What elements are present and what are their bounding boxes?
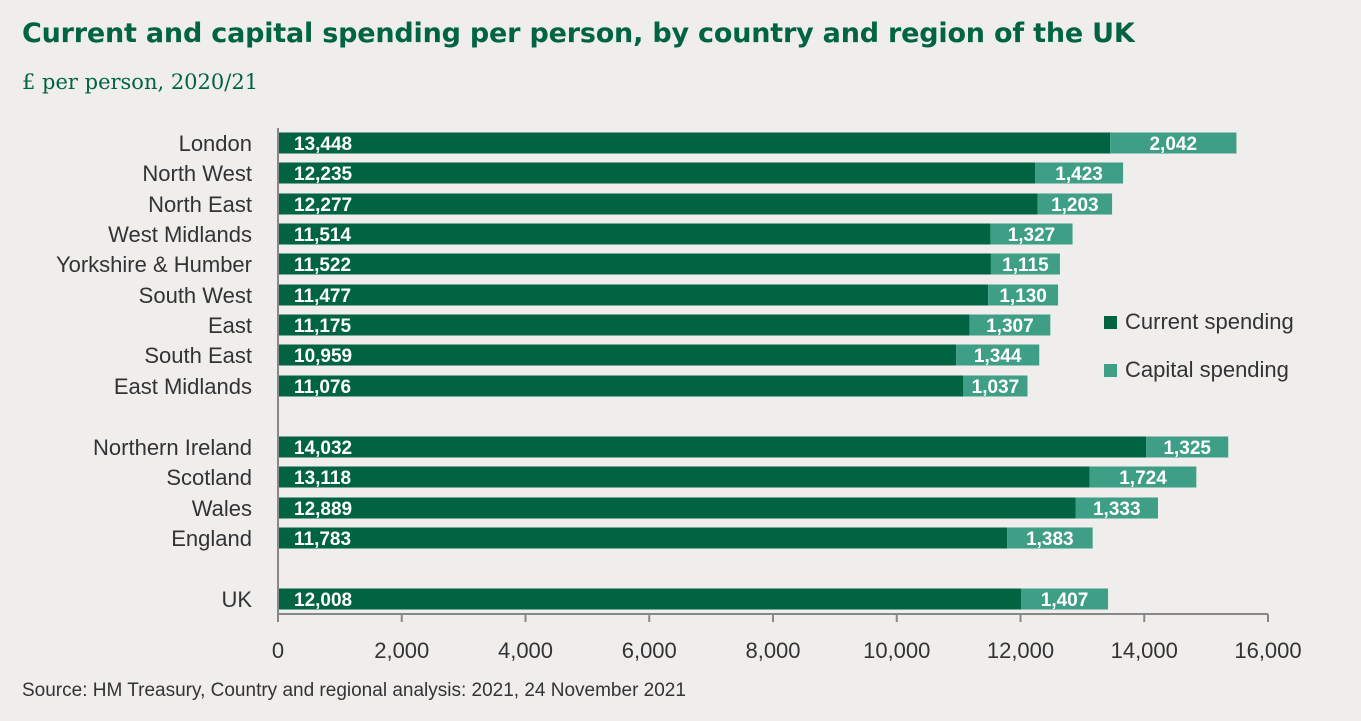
x-tick-label-12000: 12,000	[987, 638, 1054, 663]
bar-current-south-east	[278, 344, 957, 366]
bar-current-england	[278, 527, 1008, 549]
bar-capital-north-east	[1037, 193, 1113, 215]
data-label-capital-north-east: 1,203	[1051, 195, 1099, 216]
data-label-capital-east: 1,307	[986, 316, 1034, 337]
data-label-current-east: 11,175	[294, 316, 351, 337]
bar-capital-wales	[1075, 497, 1158, 519]
bar-capital-south-east	[956, 344, 1040, 366]
legend-swatch-capital	[1104, 363, 1117, 377]
bar-current-northern-ireland	[278, 436, 1147, 458]
category-label-wales: Wales	[192, 496, 252, 521]
legend-label-current: Current spending	[1125, 309, 1294, 334]
data-label-current-west-midlands: 11,514	[294, 225, 351, 246]
data-label-current-uk: 12,008	[294, 590, 352, 611]
data-label-capital-scotland: 1,724	[1119, 468, 1167, 489]
data-label-capital-west-midlands: 1,327	[1008, 225, 1056, 246]
bar-current-west-midlands	[278, 223, 991, 245]
x-tick-label-8000: 8,000	[745, 638, 800, 663]
bar-capital-north-west	[1035, 162, 1124, 184]
category-label-east-midlands: East Midlands	[114, 374, 252, 399]
data-label-current-wales: 12,889	[294, 499, 352, 520]
data-label-capital-england: 1,383	[1026, 529, 1074, 550]
bar-current-north-east	[278, 193, 1038, 215]
bar-current-east	[278, 314, 970, 336]
data-label-capital-uk: 1,407	[1041, 590, 1089, 611]
bar-current-scotland	[278, 466, 1090, 488]
bar-capital-south-west	[988, 284, 1059, 306]
bar-current-uk	[278, 588, 1021, 610]
category-label-north-east: North East	[148, 192, 252, 217]
x-tick-label-10000: 10,000	[863, 638, 930, 663]
category-label-london: London	[179, 131, 252, 156]
bar-capital-east-midlands	[963, 375, 1028, 397]
category-label-yorkshire-and-humber: Yorkshire & Humber	[56, 252, 252, 277]
data-label-capital-northern-ireland: 1,325	[1163, 438, 1211, 459]
bar-current-south-west	[278, 284, 989, 306]
data-label-current-london: 13,448	[294, 134, 352, 155]
bar-capital-east	[969, 314, 1051, 336]
category-label-west-midlands: West Midlands	[108, 222, 252, 247]
category-label-england: England	[171, 526, 252, 551]
bar-capital-scotland	[1089, 466, 1197, 488]
data-label-current-east-midlands: 11,076	[294, 377, 351, 398]
category-label-scotland: Scotland	[166, 465, 252, 490]
data-label-capital-east-midlands: 1,037	[972, 377, 1020, 398]
bar-capital-uk	[1020, 588, 1109, 610]
bar-current-north-west	[278, 162, 1036, 184]
data-label-capital-wales: 1,333	[1093, 499, 1141, 520]
data-label-capital-north-west: 1,423	[1055, 164, 1103, 185]
data-label-current-north-east: 12,277	[294, 195, 352, 216]
bar-capital-northern-ireland	[1146, 436, 1229, 458]
legend-item-capital: Capital spending	[1104, 346, 1294, 394]
data-label-current-south-east: 10,959	[294, 346, 352, 367]
data-label-current-northern-ireland: 14,032	[294, 438, 352, 459]
data-label-current-yorkshire-and-humber: 11,522	[294, 255, 351, 276]
data-label-current-north-west: 12,235	[294, 164, 353, 185]
x-tick-label-2000: 2,000	[374, 638, 429, 663]
data-label-current-south-west: 11,477	[294, 286, 351, 307]
legend-item-current: Current spending	[1104, 298, 1294, 346]
data-label-capital-south-west: 1,130	[999, 286, 1047, 307]
data-label-current-scotland: 13,118	[294, 468, 351, 489]
bar-current-london	[278, 132, 1111, 154]
x-tick-label-14000: 14,000	[1111, 638, 1178, 663]
data-label-capital-south-east: 1,344	[974, 346, 1022, 367]
bar-capital-west-midlands	[990, 223, 1073, 245]
data-label-capital-yorkshire-and-humber: 1,115	[1002, 255, 1049, 276]
legend-label-capital: Capital spending	[1125, 357, 1289, 382]
data-label-current-england: 11,783	[294, 529, 351, 550]
bar-current-east-midlands	[278, 375, 964, 397]
category-label-south-east: South East	[144, 343, 252, 368]
x-tick-label-16000: 16,000	[1234, 638, 1301, 663]
x-tick-label-4000: 4,000	[498, 638, 553, 663]
category-label-south-west: South West	[139, 283, 252, 308]
category-label-northern-ireland: Northern Ireland	[93, 435, 252, 460]
category-label-north-west: North West	[142, 161, 252, 186]
category-label-east: East	[208, 313, 252, 338]
category-label-uk: UK	[221, 587, 252, 612]
bar-capital-london	[1110, 132, 1237, 154]
bar-current-wales	[278, 497, 1076, 519]
bar-capital-england	[1007, 527, 1093, 549]
data-label-capital-london: 2,042	[1149, 134, 1197, 155]
x-tick-label-0: 0	[272, 638, 284, 663]
bar-capital-yorkshire-and-humber	[990, 253, 1060, 275]
chart-title: Current and capital spending per person,…	[22, 18, 1135, 49]
chart-subtitle: £ per person, 2020/21	[22, 70, 259, 94]
x-tick-label-6000: 6,000	[622, 638, 677, 663]
legend-swatch-current	[1104, 315, 1117, 329]
bar-current-yorkshire-and-humber	[278, 253, 991, 275]
source-note: Source: HM Treasury, Country and regiona…	[22, 680, 686, 701]
legend: Current spending Capital spending	[1104, 298, 1294, 394]
